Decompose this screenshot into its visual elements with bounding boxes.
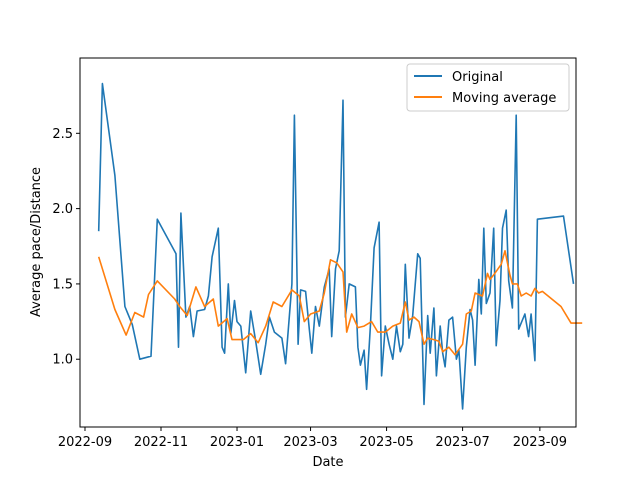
x-tick-label: 2023-05 [359,435,413,450]
plot-area [97,82,583,410]
x-axis-label: Date [312,455,343,470]
axes-frame [79,57,577,428]
series-line-original [97,82,575,410]
y-tick-label: 1.0 [52,353,73,368]
series-line-moving-average [97,250,583,356]
x-tick-label: 2023-01 [210,435,264,450]
y-tick-label: 2.5 [52,127,73,142]
y-axis-label: Average pace/Distance [29,167,44,317]
x-tick-label: 2023-07 [435,435,489,450]
x-axis: 2022-09 2022-11 2023-01 2023-03 2023-05 2023-… [58,427,567,450]
legend-label-moving-average: Moving average [452,91,556,106]
y-tick-label: 2.0 [52,202,73,217]
legend: Original Moving average [406,63,570,112]
x-tick-label: 2023-03 [283,435,337,450]
x-tick-label: 2022-11 [134,435,188,450]
legend-box [406,63,570,112]
x-tick-label: 2023-09 [513,435,567,450]
y-axis: 1.0 1.5 2.0 2.5 [52,127,80,368]
x-tick-label: 2022-09 [58,435,112,450]
legend-label-original: Original [452,70,503,85]
y-tick-label: 1.5 [52,277,73,292]
